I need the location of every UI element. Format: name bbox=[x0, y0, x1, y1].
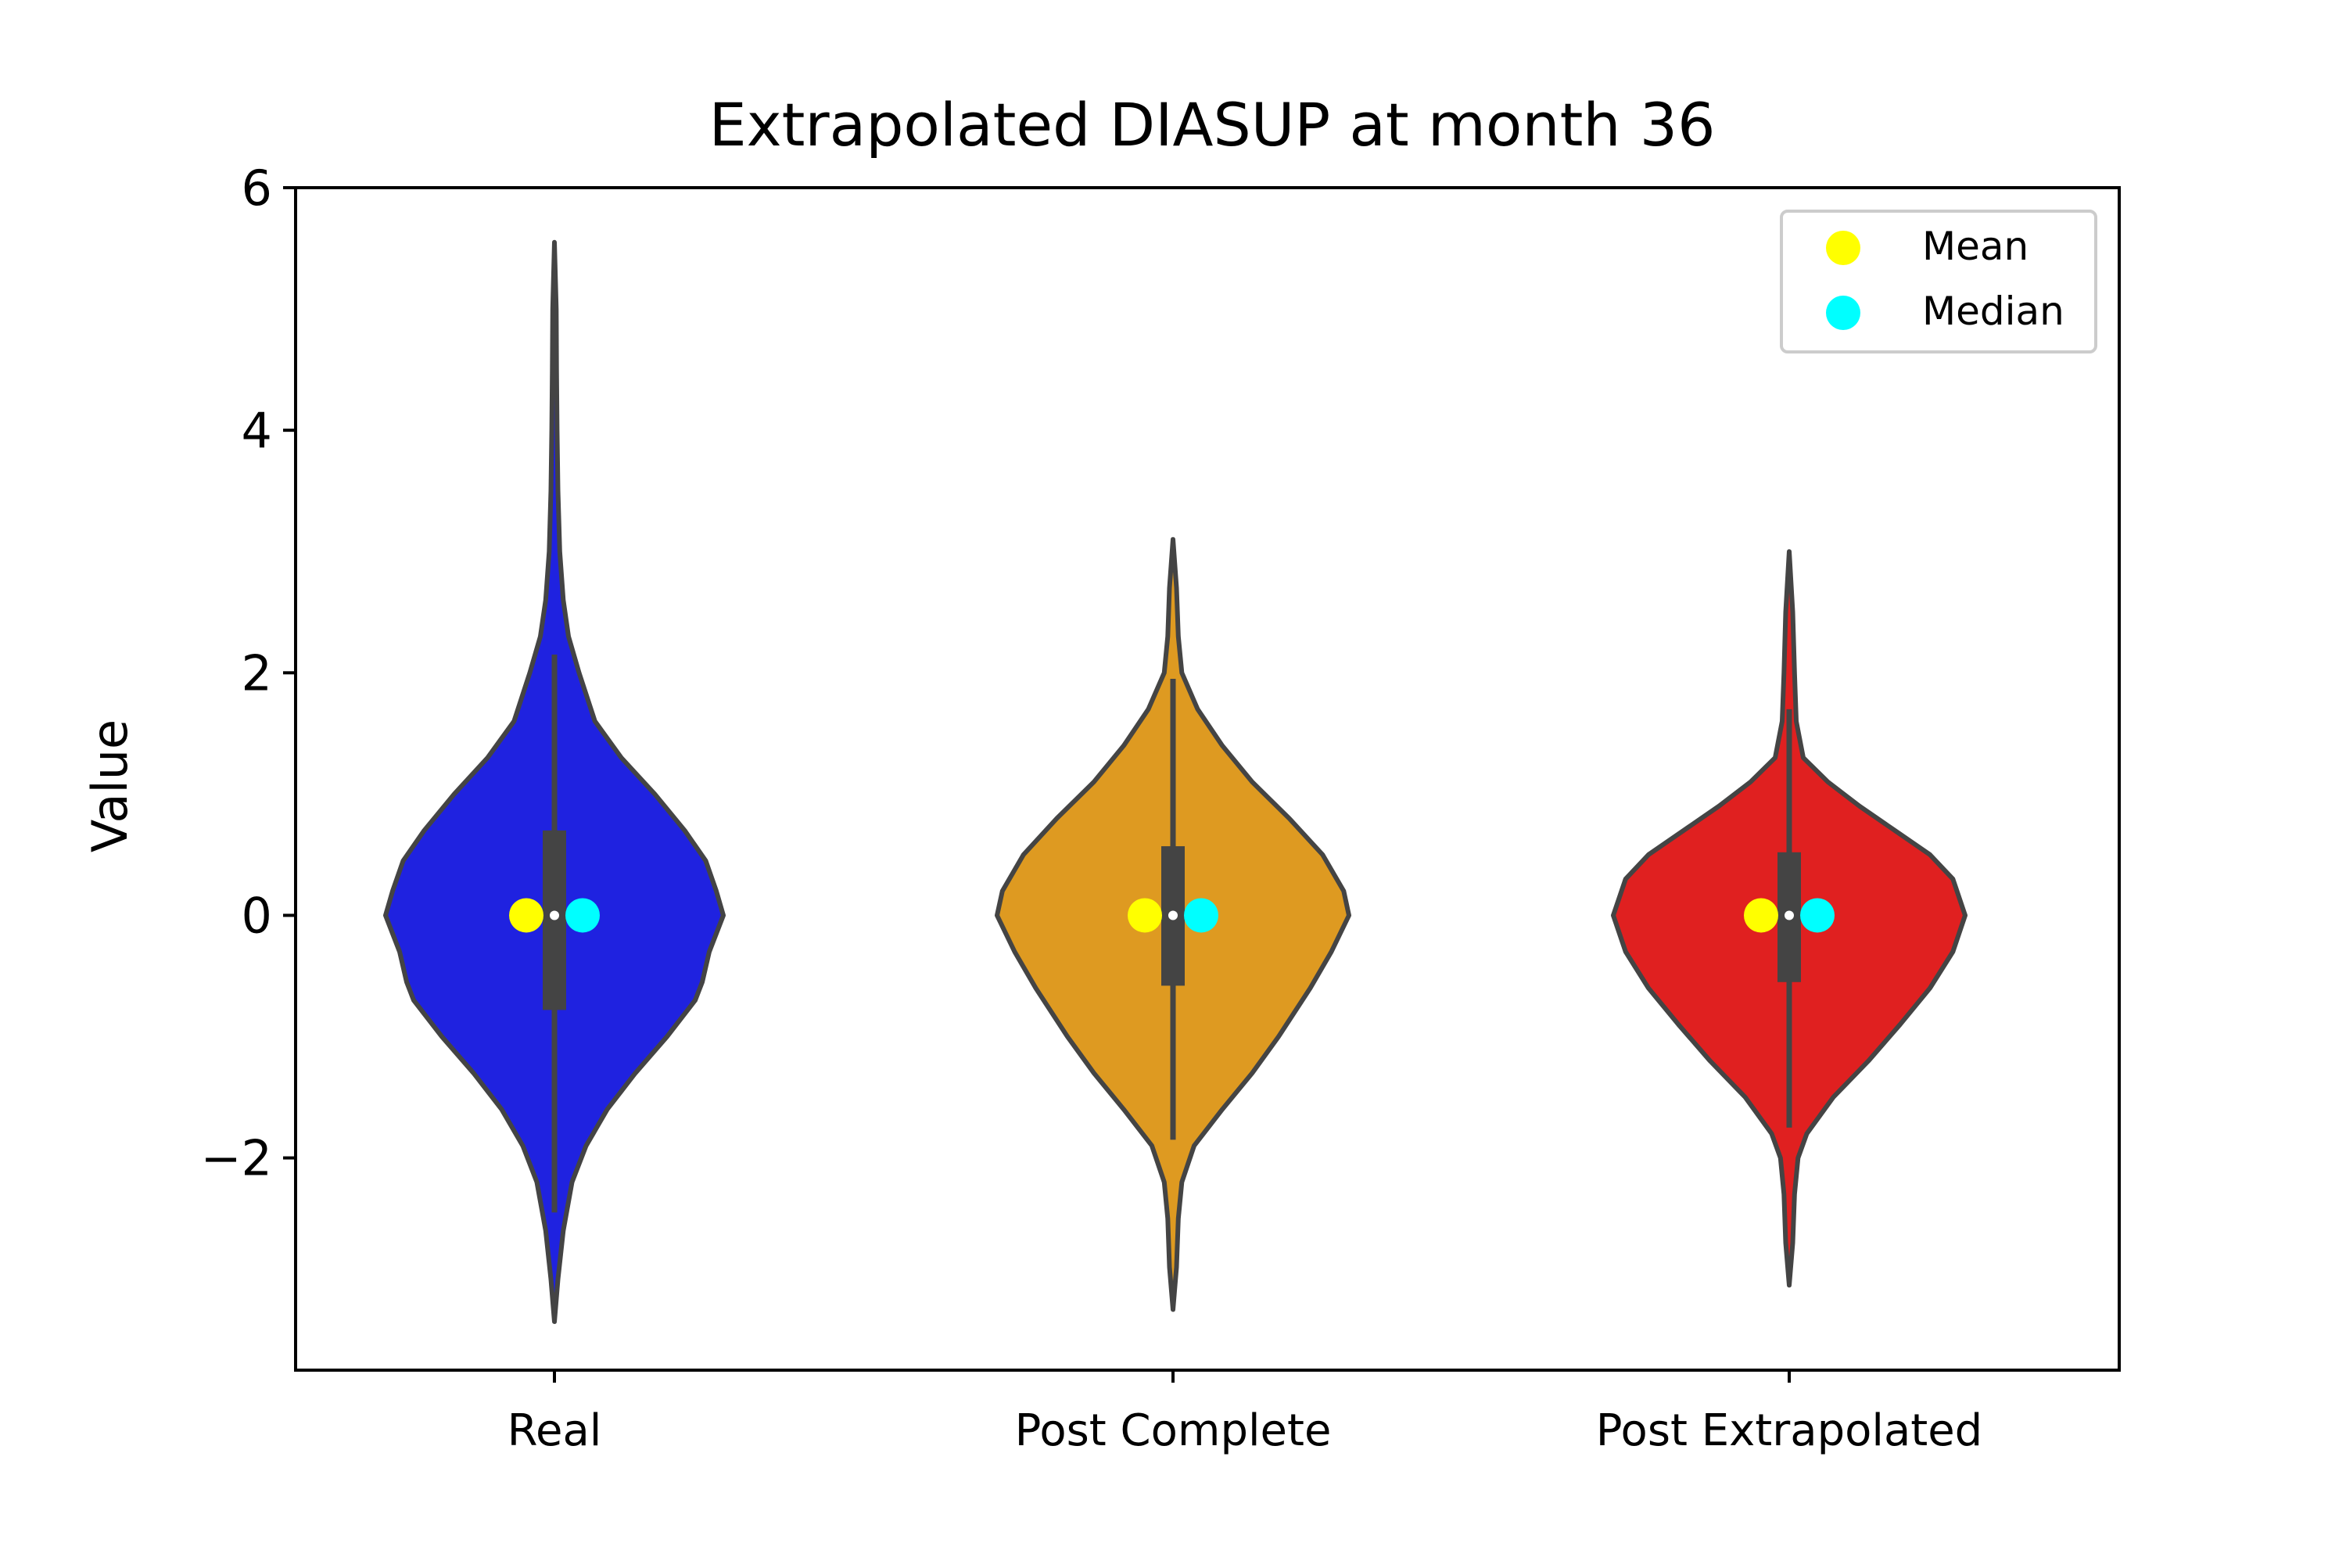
x-tick-label: Post Extrapolated bbox=[1596, 1405, 1982, 1456]
legend-median-marker bbox=[1826, 296, 1860, 330]
legend-mean-marker bbox=[1826, 231, 1860, 265]
violin-group-1 bbox=[995, 536, 1351, 1312]
violin-iqr-box bbox=[543, 830, 566, 1010]
x-axis: Real Post Complete Post Extrapolated bbox=[508, 1370, 1982, 1456]
violin-group-2 bbox=[1611, 549, 1968, 1288]
median-marker bbox=[1184, 898, 1218, 933]
median-marker bbox=[1800, 898, 1835, 933]
y-tick-label: 2 bbox=[242, 644, 272, 701]
axes-frame bbox=[294, 186, 2121, 1372]
mean-marker bbox=[1744, 898, 1778, 933]
violin-group-0 bbox=[383, 239, 726, 1324]
x-tick-label: Post Complete bbox=[1015, 1405, 1332, 1456]
y-tick-label: 4 bbox=[242, 402, 272, 459]
violin-median-dot bbox=[1168, 910, 1178, 920]
y-axis: −2 0 2 4 6 bbox=[201, 160, 296, 1187]
mean-marker bbox=[1128, 898, 1162, 933]
violin-median-dot bbox=[1785, 910, 1794, 920]
plot-area bbox=[383, 239, 1968, 1324]
y-tick-label: 0 bbox=[242, 887, 272, 944]
chart-title: Extrapolated DIASUP at month 36 bbox=[709, 90, 1716, 160]
violin-median-dot bbox=[550, 910, 559, 920]
y-axis-label: Value bbox=[81, 719, 138, 852]
legend: Mean Median bbox=[1780, 210, 2097, 353]
y-tick-label: 6 bbox=[242, 160, 272, 217]
legend-mean-label: Mean bbox=[1922, 224, 2029, 269]
median-marker bbox=[565, 898, 600, 933]
x-tick-label: Real bbox=[508, 1405, 602, 1456]
y-tick-label: −2 bbox=[201, 1130, 272, 1187]
legend-median-label: Median bbox=[1922, 289, 2064, 334]
mean-marker bbox=[509, 898, 543, 933]
